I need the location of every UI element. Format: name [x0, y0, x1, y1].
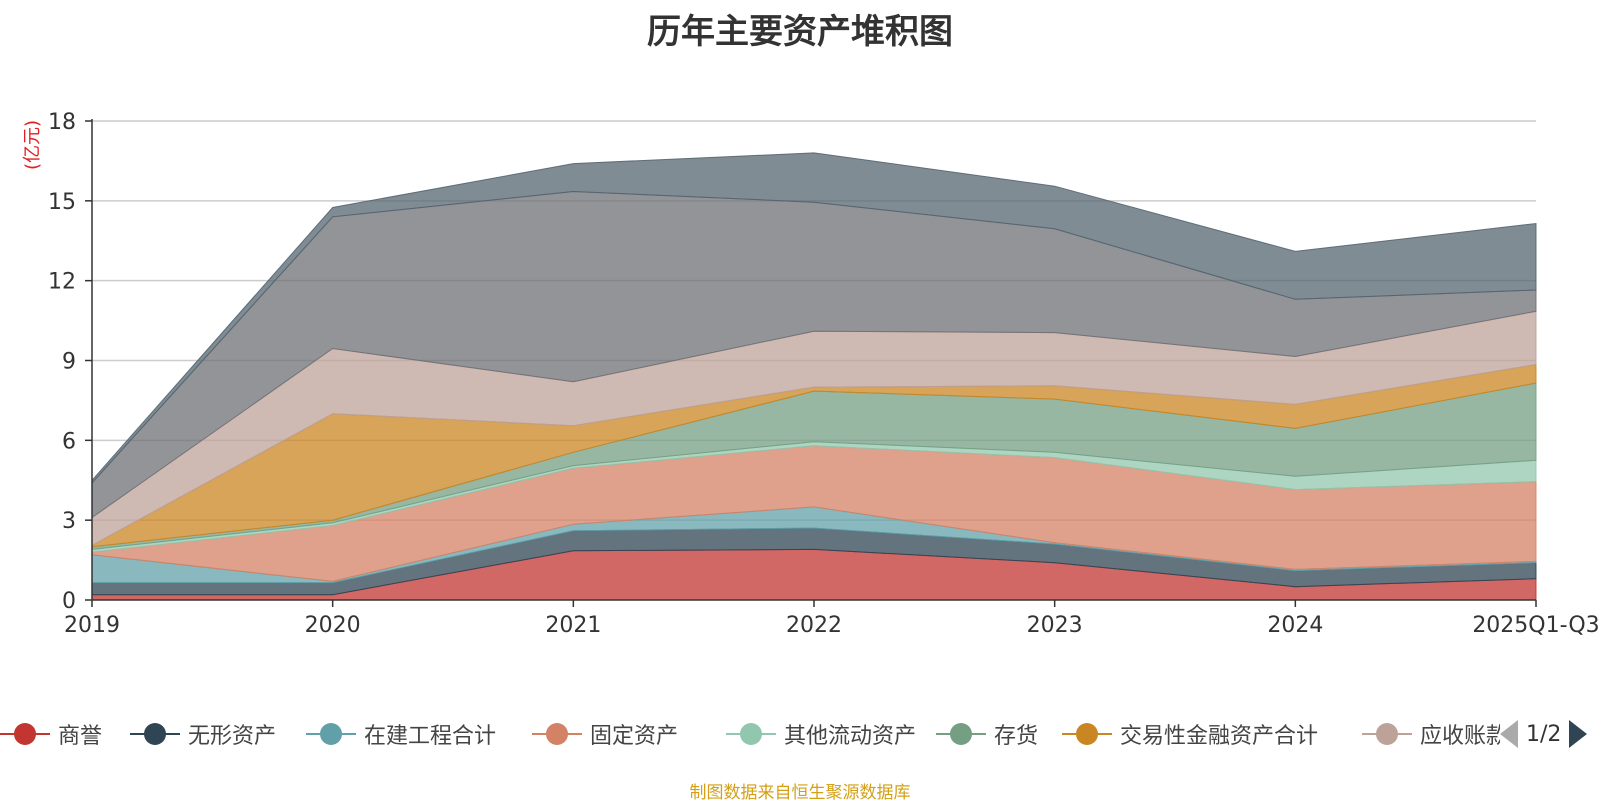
legend-item[interactable]: 商誉: [0, 714, 102, 754]
legend-page-indicator: 1/2: [1526, 721, 1562, 747]
legend-item[interactable]: 应收账款: [1362, 714, 1508, 754]
x-tick-label: 2019: [64, 613, 120, 638]
legend-marker-icon: [936, 722, 986, 746]
area-layer: [91, 152, 1537, 601]
chart-title: 历年主要资产堆积图: [647, 12, 953, 52]
legend-prev-page-button[interactable]: [1500, 720, 1518, 748]
legend-next-page-button[interactable]: [1569, 720, 1588, 748]
y-tick-label: 12: [48, 270, 76, 295]
data-source-footer: 制图数据来自恒生聚源数据库: [689, 783, 911, 803]
legend-label: 商誉: [58, 724, 103, 749]
area-series-9[interactable]: [91, 152, 1537, 485]
legend-item[interactable]: 固定资产: [532, 714, 678, 754]
x-tick-label: 2024: [1267, 613, 1323, 638]
legend-marker-icon: [0, 722, 50, 746]
y-tick-label: 0: [62, 589, 76, 614]
axis-layer: 0 3 6 9 12 15 18 2019 2020 2021 2022 2023 2024 2025Q1…: [48, 110, 1600, 638]
x-tick-label: 2021: [545, 613, 601, 638]
legend-marker-icon: [726, 722, 776, 746]
legend-item[interactable]: 交易性金融资产合计: [1062, 714, 1318, 754]
y-tick-label: 6: [62, 429, 76, 454]
y-axis-unit-label: (亿元): [22, 120, 43, 170]
legend-pager: 1/2: [1500, 714, 1600, 754]
legend: 商誉 无形资产 在建工程合计 固定资产 其他流动资产 存货 交易性金融资产合计 应收账款: [0, 714, 1600, 754]
y-tick-label: 15: [48, 190, 76, 215]
legend-marker-icon: [1062, 722, 1112, 746]
y-tick-label: 9: [62, 350, 76, 375]
legend-label: 无形资产: [188, 724, 277, 749]
x-tick-label: 2022: [786, 613, 842, 638]
x-tick-label: 2023: [1027, 613, 1083, 638]
legend-item[interactable]: 存货: [936, 714, 1038, 754]
legend-label: 交易性金融资产合计: [1120, 724, 1319, 749]
legend-item[interactable]: 在建工程合计: [306, 714, 496, 754]
legend-item[interactable]: 其他流动资产: [726, 714, 916, 754]
y-tick-label: 3: [62, 509, 76, 534]
legend-item[interactable]: 无形资产: [130, 714, 276, 754]
legend-marker-icon: [306, 722, 356, 746]
legend-label: 存货: [994, 724, 1039, 749]
legend-marker-icon: [1362, 722, 1412, 746]
x-tick-label: 2020: [305, 613, 361, 638]
legend-marker-icon: [532, 722, 582, 746]
legend-label: 其他流动资产: [784, 724, 917, 749]
legend-marker-icon: [130, 722, 180, 746]
legend-label: 在建工程合计: [364, 724, 497, 749]
y-tick-label: 18: [48, 110, 76, 135]
x-tick-label: 2025Q1-Q3: [1472, 613, 1599, 638]
legend-label: 固定资产: [590, 724, 679, 749]
legend-label: 应收账款: [1420, 724, 1509, 749]
